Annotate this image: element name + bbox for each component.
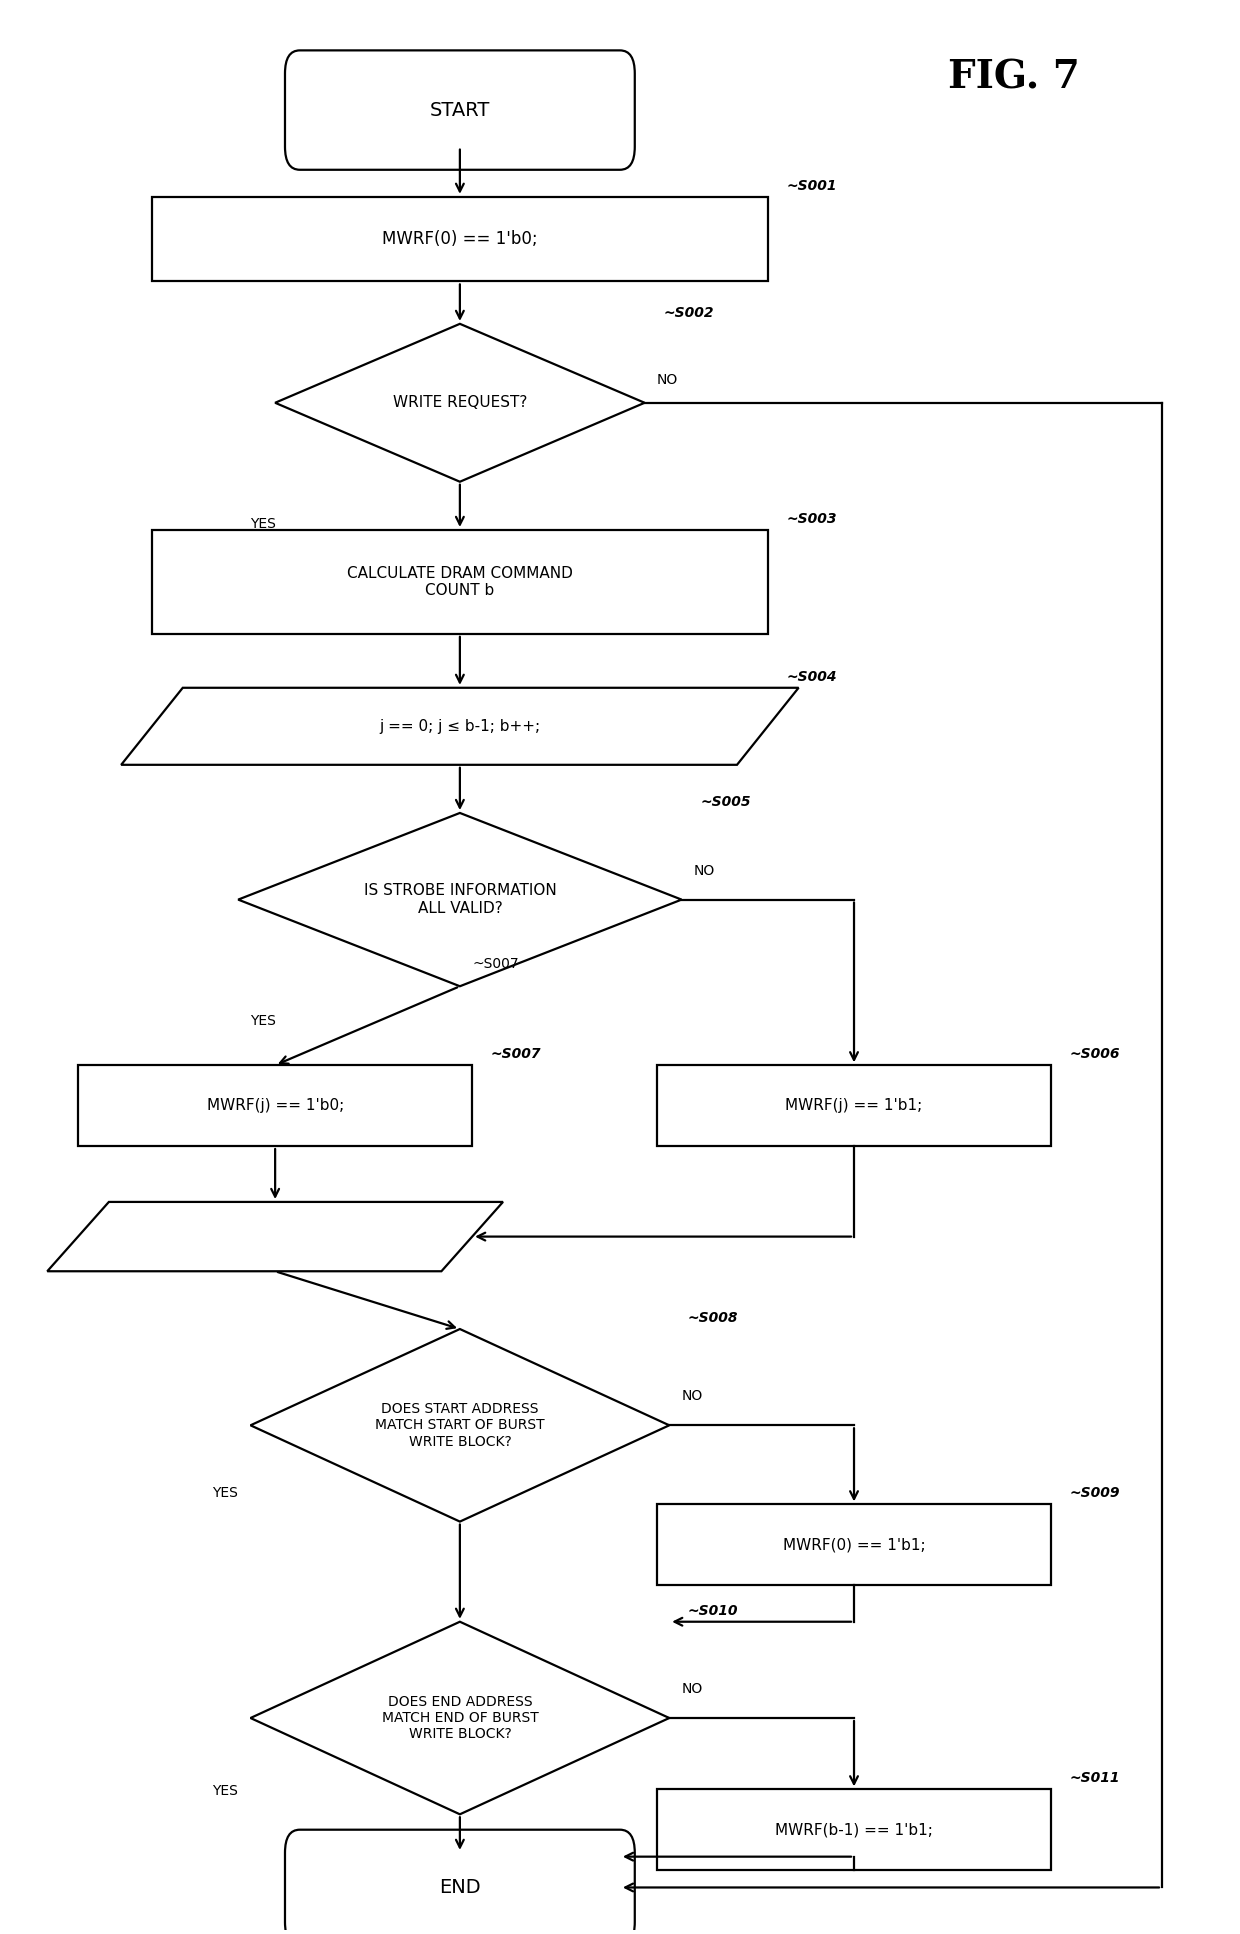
Text: ~S004: ~S004 [786,669,837,685]
Text: ~S007: ~S007 [491,1048,541,1062]
Text: ~S009: ~S009 [1070,1487,1120,1501]
Bar [657,1505,1052,1586]
Bar [657,1789,1052,1870]
Text: ~S010: ~S010 [688,1603,738,1619]
Text: ~S002: ~S002 [663,306,713,319]
Polygon shape [122,689,799,764]
Text: ~S011: ~S011 [1070,1772,1120,1785]
Bar [153,197,768,282]
Text: DOES START ADDRESS
MATCH START OF BURST
WRITE BLOCK?: DOES START ADDRESS MATCH START OF BURST … [374,1402,544,1449]
Text: WRITE REQUEST?: WRITE REQUEST? [393,395,527,410]
Text: ~S006: ~S006 [1070,1048,1120,1062]
FancyBboxPatch shape [285,50,635,170]
Text: ~S008: ~S008 [688,1311,738,1325]
Polygon shape [250,1329,670,1522]
Bar [657,1066,1052,1147]
Polygon shape [250,1623,670,1814]
Text: NO: NO [657,373,678,387]
Text: START: START [430,101,490,120]
Text: YES: YES [250,1013,277,1027]
Text: YES: YES [212,1785,238,1799]
Text: j == 0; j ≤ b-1; b++;: j == 0; j ≤ b-1; b++; [379,719,541,733]
Text: ~S007: ~S007 [472,957,518,971]
Text: FIG. 7: FIG. 7 [949,58,1080,97]
FancyBboxPatch shape [285,1830,635,1934]
Text: MWRF(0) == 1'b0;: MWRF(0) == 1'b0; [382,230,538,248]
Bar [153,530,768,634]
Text: NO: NO [682,1683,703,1696]
Text: MWRF(j) == 1'b1;: MWRF(j) == 1'b1; [785,1099,923,1114]
Text: CALCULATE DRAM COMMAND
COUNT b: CALCULATE DRAM COMMAND COUNT b [347,565,573,598]
Text: ~S005: ~S005 [701,795,750,808]
Text: MWRF(b-1) == 1'b1;: MWRF(b-1) == 1'b1; [775,1822,932,1837]
Text: MWRF(0) == 1'b1;: MWRF(0) == 1'b1; [782,1538,925,1553]
Text: ~S001: ~S001 [786,178,837,193]
Text: END: END [439,1878,481,1897]
Text: MWRF(j) == 1'b0;: MWRF(j) == 1'b0; [207,1099,343,1114]
Bar [78,1066,472,1147]
Text: YES: YES [250,516,277,532]
Polygon shape [275,323,645,482]
Text: YES: YES [212,1485,238,1499]
Text: NO: NO [682,1389,703,1404]
Text: IS STROBE INFORMATION
ALL VALID?: IS STROBE INFORMATION ALL VALID? [363,884,557,917]
Text: DOES END ADDRESS
MATCH END OF BURST
WRITE BLOCK?: DOES END ADDRESS MATCH END OF BURST WRIT… [382,1694,538,1741]
Polygon shape [238,812,682,986]
Text: ~S003: ~S003 [786,513,837,526]
Polygon shape [47,1201,503,1271]
Text: NO: NO [694,864,715,878]
